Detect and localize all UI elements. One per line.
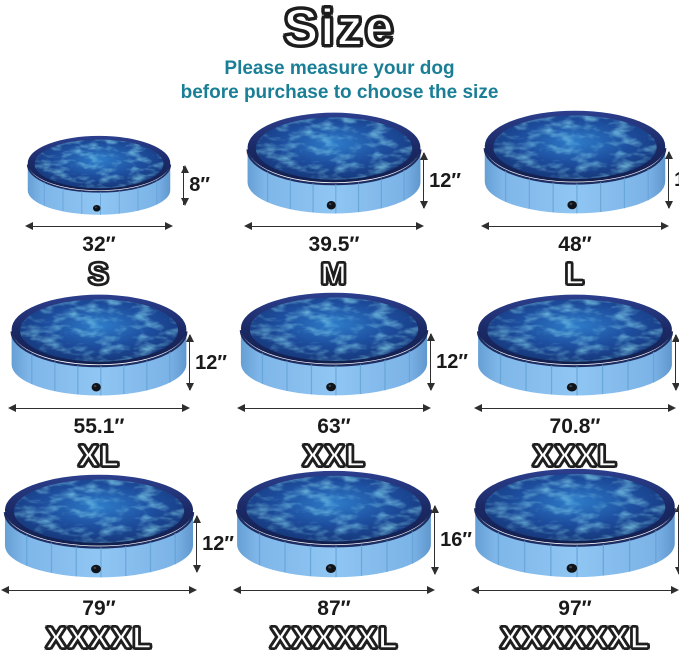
width-dimension	[7, 403, 191, 415]
width-dimension	[24, 221, 174, 233]
width-arrow-icon	[1, 585, 197, 594]
size-variant-xxxl: 12″ 70.8″ XXXL	[470, 290, 679, 473]
height-label: 12″	[195, 351, 227, 374]
size-label: L	[564, 256, 585, 291]
page-title: Size	[282, 0, 396, 57]
subtitle-line-1: Please measure your dog	[224, 58, 455, 79]
size-variant-l: 12″ 48″ L	[470, 107, 679, 291]
height-arrow-icon	[427, 332, 436, 391]
width-label: 87″	[317, 597, 351, 620]
height-label: 8″	[189, 174, 210, 197]
width-label: 79″	[82, 597, 116, 620]
size-label: XXL	[302, 438, 366, 473]
width-dimension	[236, 403, 432, 415]
height-arrow-icon	[186, 334, 195, 391]
height-dimension: 12″	[193, 514, 234, 573]
pool-image	[7, 291, 191, 401]
height-dimension: 12″	[186, 334, 227, 391]
height-label: 12″	[429, 169, 461, 192]
size-variant-s: 8″ 32″ S	[0, 108, 232, 291]
pool-image	[236, 289, 432, 401]
height-arrow-icon	[431, 505, 440, 575]
height-label: 12″	[436, 350, 468, 373]
width-arrow-icon	[237, 403, 431, 412]
pool-image	[480, 107, 670, 219]
height-dimension: 12″	[420, 152, 461, 209]
size-label: XXXXXL	[269, 620, 399, 655]
width-dimension	[232, 585, 436, 597]
size-variant-xxxxxl: 16″ 87″ XXXXXL	[232, 472, 472, 655]
pool-image	[0, 471, 198, 583]
size-variant-xxl: 12″ 63″ XXL	[232, 289, 470, 473]
height-arrow-icon	[420, 152, 429, 209]
width-label: 97″	[558, 597, 592, 620]
size-label: XL	[77, 438, 120, 473]
height-dimension: 12″	[665, 150, 679, 209]
size-grid: 8″ 32″ S 12″ 39.5″ M	[0, 107, 679, 655]
height-label: 16″	[440, 529, 472, 552]
width-dimension	[473, 403, 677, 415]
width-dimension	[480, 221, 670, 233]
height-arrow-icon	[193, 514, 202, 573]
subtitle-line-2: before purchase to choose the size	[180, 82, 499, 103]
size-label: M	[320, 256, 348, 291]
pool-image	[232, 467, 436, 583]
height-dimension: 12″	[672, 334, 679, 391]
pool-image	[24, 133, 174, 219]
width-dimension	[0, 585, 198, 597]
size-variant-m: 12″ 39.5″ M	[232, 108, 470, 291]
pool-image	[243, 109, 425, 219]
width-label: 39.5″	[308, 233, 360, 256]
width-arrow-icon	[474, 403, 676, 412]
size-label: XXXL	[532, 438, 618, 473]
width-label: 55.1″	[73, 415, 125, 438]
width-label: 63″	[317, 415, 351, 438]
size-label: S	[87, 256, 110, 291]
height-dimension: 12″	[427, 332, 468, 391]
width-label: 48″	[558, 233, 592, 256]
width-arrow-icon	[244, 221, 424, 230]
size-label: XXXXXXL	[499, 620, 650, 655]
size-label: XXXXL	[45, 620, 153, 655]
height-arrow-icon	[665, 150, 674, 209]
width-arrow-icon	[25, 221, 173, 230]
size-variant-xxxxl: 12″ 79″ XXXXL	[0, 471, 234, 655]
height-label: 12″	[202, 532, 234, 555]
width-dimension	[470, 585, 679, 597]
size-variant-xl: 12″ 55.1″ XL	[0, 290, 232, 473]
height-dimension: 8″	[180, 164, 210, 206]
size-variant-xxxxxxl: 16″ 97″ XXXXXXL	[470, 472, 679, 655]
height-dimension: 16″	[431, 505, 472, 575]
width-label: 70.8″	[549, 415, 601, 438]
width-dimension	[243, 221, 425, 233]
pool-image	[473, 291, 677, 401]
height-arrow-icon	[180, 164, 189, 206]
width-arrow-icon	[481, 221, 669, 230]
width-label: 32″	[82, 233, 116, 256]
height-label: 12″	[674, 169, 679, 191]
header: Size Please measure your dog before purc…	[0, 0, 679, 108]
pool-image	[470, 465, 679, 583]
subtitle: Please measure your dog before purchase …	[0, 57, 679, 105]
width-arrow-icon	[233, 585, 435, 594]
width-arrow-icon	[471, 585, 679, 594]
width-arrow-icon	[8, 403, 190, 412]
height-arrow-icon	[672, 334, 679, 391]
